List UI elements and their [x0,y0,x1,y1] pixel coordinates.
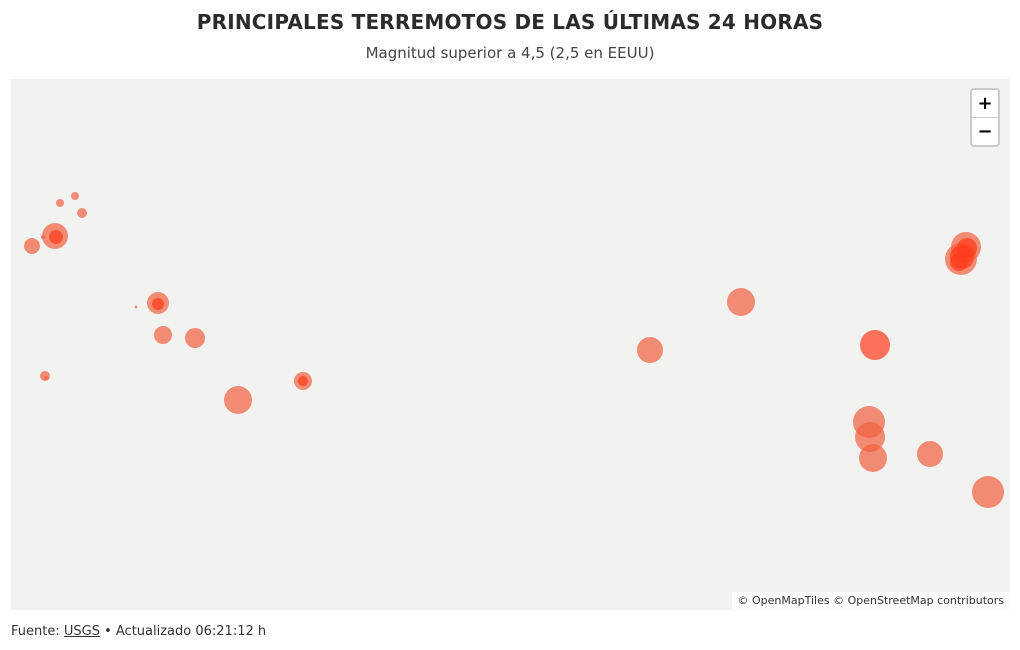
earthquake-marker-m22[interactable] [855,422,885,452]
earthquake-marker-cluster-3[interactable] [950,253,968,271]
earthquake-marker-m9[interactable] [44,376,48,380]
earthquake-marker-m24[interactable] [917,441,943,467]
earthquake-marker-cluster-2[interactable] [957,238,977,258]
earthquake-marker-m19[interactable] [727,288,755,316]
earthquake-marker-m23[interactable] [859,444,887,472]
earthquake-marker-m15[interactable] [224,386,252,414]
earthquake-marker-m6[interactable] [24,238,40,254]
earthquake-marker-m12[interactable] [134,305,138,309]
earthquake-marker-m14[interactable] [185,328,205,348]
earthquake-marker-m18[interactable] [637,337,663,363]
attribution-openmaptiles[interactable]: © OpenMapTiles [737,594,830,607]
footer: Fuente: USGS • Actualizado 06:21:12 h [11,624,266,639]
earthquake-marker-m13[interactable] [154,326,172,344]
zoom-out-button[interactable]: − [972,117,998,145]
map-layer [24,192,1004,508]
source-link[interactable]: USGS [63,624,100,639]
map-attribution: © OpenMapTiles © OpenStreetMap contribut… [731,592,1010,610]
earthquake-marker-m7[interactable] [41,235,45,239]
zoom-in-button[interactable]: + [977,93,993,114]
earthquake-marker-m3[interactable] [77,208,87,218]
earthquake-map[interactable]: + − © OpenMapTiles © OpenStreetMap contr… [11,79,1010,610]
attribution-openstreetmap[interactable]: © OpenStreetMap contributors [833,594,1004,607]
chart-subtitle: Magnitud superior a 4,5 (2,5 en EEUU) [365,44,655,62]
earthquake-marker-m20[interactable] [860,330,890,360]
earthquake-marker-m5[interactable] [49,230,63,244]
earthquake-marker-m25[interactable] [972,476,1004,508]
earthquake-marker-m11[interactable] [152,298,164,310]
source-prefix: Fuente: [11,624,64,639]
zoom-control: + − [970,88,1000,147]
earthquake-marker-m1[interactable] [56,199,64,207]
chart-title: PRINCIPALES TERREMOTOS DE LAS ÚLTIMAS 24… [196,10,824,34]
updated-time: • Actualizado 06:21:12 h [99,624,267,639]
earthquake-marker-m2[interactable] [71,192,79,200]
earthquake-marker-m17[interactable] [298,376,308,386]
